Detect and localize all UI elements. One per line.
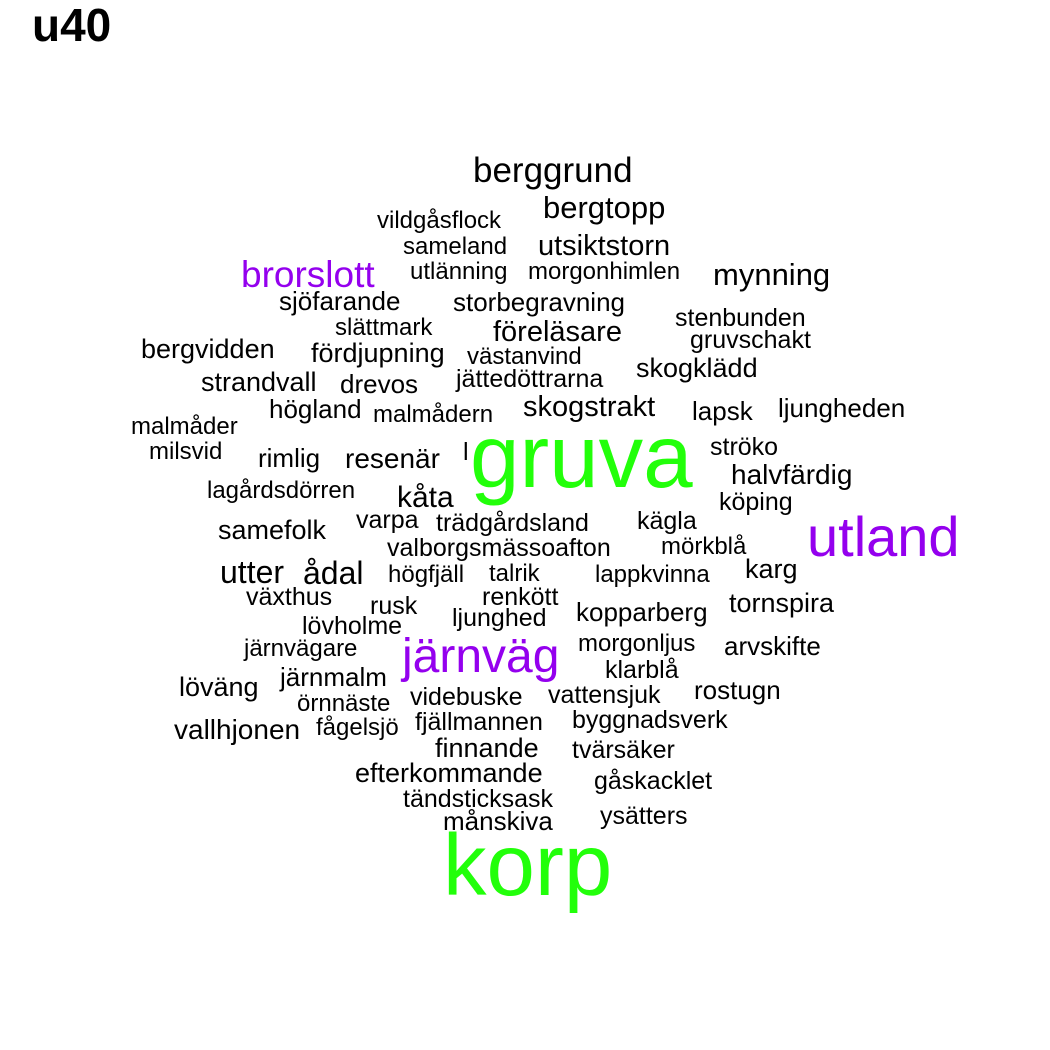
word-västanvind: västanvind [467, 343, 582, 370]
word-efterkommande: efterkommande [355, 758, 543, 788]
word-morgonhimlen: morgonhimlen [528, 258, 681, 285]
word-lappkvinna: lappkvinna [595, 561, 710, 588]
word-vallhjonen: vallhjonen [174, 714, 301, 745]
word-fördjupning: fördjupning [311, 338, 445, 368]
word-arvskifte: arvskifte [724, 631, 821, 661]
word-skogklädd: skogklädd [636, 353, 758, 383]
word-mörkblå: mörkblå [661, 533, 747, 560]
word-kägla: kägla [637, 507, 697, 535]
word-järnväg: järnväg [402, 630, 560, 683]
word-ysätters: ysätters [600, 802, 688, 830]
word-karg: karg [745, 554, 798, 584]
word-bergtopp: bergtopp [543, 190, 666, 225]
word-lapsk: lapsk [692, 396, 753, 426]
word-videbuske: videbuske [410, 683, 523, 711]
word-ljungheden: ljungheden [778, 393, 906, 423]
word-byggnadsverk: byggnadsverk [572, 706, 728, 734]
word-tändsticksask: tändsticksask [403, 785, 554, 813]
word-sameland: sameland [403, 233, 508, 260]
word-malmåder: malmåder [131, 413, 238, 440]
word-milsvid: milsvid [149, 438, 223, 465]
word-sjöfarande: sjöfarande [279, 286, 401, 316]
word-köping: köping [719, 488, 793, 516]
word-l: l [463, 438, 469, 466]
word-lagårdsdörren: lagårdsdörren [207, 477, 356, 504]
word-växthus: växthus [246, 583, 333, 611]
word-samefolk: samefolk [218, 515, 327, 545]
word-högfjäll: högfjäll [388, 561, 465, 588]
word-gruvschakt: gruvschakt [690, 326, 811, 354]
word-lövholme: lövholme [302, 612, 403, 640]
word-rusk: rusk [370, 592, 418, 620]
word-örnnäste: örnnäste [297, 690, 391, 717]
word-storbegravning: storbegravning [453, 287, 625, 317]
word-rostugn: rostugn [694, 675, 781, 705]
word-rimlig: rimlig [258, 443, 321, 473]
word-järnvägare: järnvägare [244, 635, 358, 662]
figure-title: u40 [32, 0, 112, 51]
word-skogstrakt: skogstrakt [523, 391, 656, 423]
word-fågelsjö: fågelsjö [316, 714, 399, 741]
word-resenär: resenär [345, 443, 440, 474]
word-utsiktstorn: utsiktstorn [538, 230, 671, 262]
word-gåskacklet: gåskacklet [594, 767, 713, 795]
word-vildgåsflock: vildgåsflock [377, 207, 502, 234]
word-mynning: mynning [713, 257, 831, 292]
word-valborgsmässoafton: valborgsmässoafton [387, 534, 611, 562]
word-utlänning: utlänning [410, 258, 508, 285]
word-ströko: ströko [710, 433, 779, 461]
word-brorslott: brorslott [241, 254, 375, 295]
word-ljunghed: ljunghed [452, 604, 547, 632]
word-utland: utland [807, 505, 960, 568]
word-trädgårdsland: trädgårdsland [436, 509, 589, 537]
word-finnande: finnande [435, 733, 539, 763]
word-morgonljus: morgonljus [578, 630, 696, 657]
word-utter: utter [220, 554, 285, 590]
word-vattensjuk: vattensjuk [548, 681, 661, 709]
word-drevos: drevos [340, 369, 419, 399]
word-renkött: renkött [482, 583, 559, 611]
word-korp: korp [443, 817, 613, 914]
word-varpa: varpa [356, 506, 419, 534]
word-halvfärdig: halvfärdig [731, 459, 853, 490]
word-järnmalm: järnmalm [280, 662, 387, 692]
word-slättmark: slättmark [335, 314, 433, 341]
word-berggrund: berggrund [473, 151, 633, 190]
word-fjällmannen: fjällmannen [415, 708, 543, 736]
word-föreläsare: föreläsare [493, 316, 622, 348]
word-månskiva: månskiva [443, 806, 553, 836]
word-bergvidden: bergvidden [141, 334, 275, 364]
word-löväng: löväng [179, 672, 259, 702]
word-kåta: kåta [397, 481, 454, 514]
word-klarblå: klarblå [605, 656, 679, 684]
word-ådal: ådal [303, 555, 364, 591]
word-tornspira: tornspira [729, 588, 835, 618]
word-strandvall: strandvall [201, 367, 317, 397]
word-tvärsäker: tvärsäker [572, 736, 675, 764]
word-högland: högland [269, 394, 362, 424]
word-kopparberg: kopparberg [576, 597, 708, 627]
word-malmådern: malmådern [373, 401, 494, 428]
word-jättedöttrarna: jättedöttrarna [456, 365, 604, 393]
word-talrik: talrik [489, 560, 540, 587]
word-stenbunden: stenbunden [675, 304, 806, 332]
word-gruva: gruva [470, 406, 693, 506]
